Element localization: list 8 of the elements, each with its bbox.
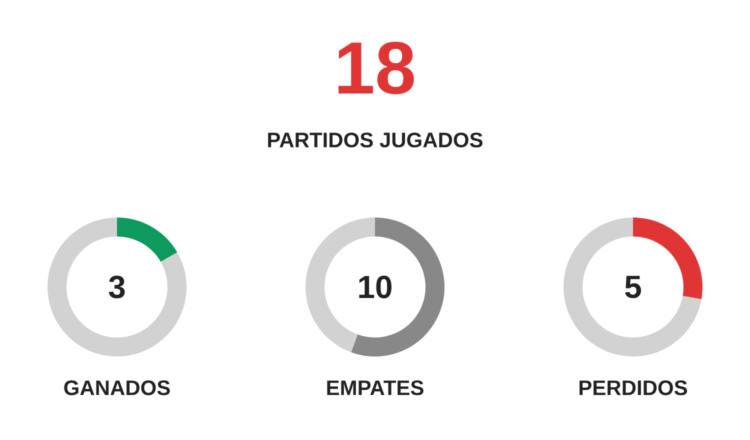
text: GANADOS [64, 380, 170, 396]
text: PARTIDOS JUGADOS [268, 132, 482, 148]
text: 18 [338, 42, 414, 94]
text: 5 [625, 276, 642, 298]
text: 10 [359, 276, 392, 298]
text: PERDIDOS [580, 380, 688, 396]
text: 3 [108, 276, 125, 298]
text: EMPATES [327, 380, 424, 396]
